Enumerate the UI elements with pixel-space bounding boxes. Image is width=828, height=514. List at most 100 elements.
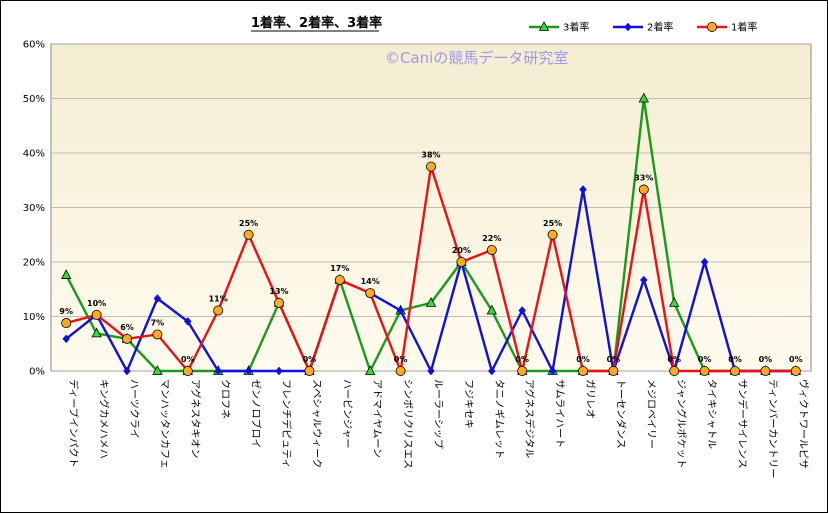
series-marker [487, 366, 496, 376]
series-marker [707, 21, 718, 32]
y-tick-label: 40% [23, 149, 45, 160]
legend-label: 3着率 [563, 21, 589, 34]
y-tick-label: 20% [23, 258, 45, 269]
series-marker [548, 366, 557, 376]
series-marker [243, 229, 254, 240]
data-label: 33% [634, 174, 653, 183]
series-marker [61, 318, 72, 329]
data-label: 0% [515, 355, 529, 364]
data-labels: 9% 10% 6% 7% 0% 11% 25% 13% 0% 17% 14% 0% 38% 20% 22% 0… [59, 151, 802, 364]
series-marker [486, 304, 497, 315]
x-tick-label: ガリレオ [584, 379, 596, 419]
x-tick-label: サンデーサイレンス [736, 379, 749, 469]
data-label: 0% [181, 355, 195, 364]
x-tick-label: フレンチデピュティ [280, 379, 293, 468]
series-marker [122, 333, 133, 344]
series-marker [244, 366, 253, 376]
series-marker [456, 256, 467, 267]
series-marker [730, 365, 741, 376]
series-marker [624, 22, 632, 32]
series-marker [153, 294, 162, 303]
data-label: 25% [239, 219, 258, 228]
x-tick-label: ディープインパクト [67, 379, 80, 468]
data-label: 6% [120, 323, 134, 332]
data-label: 0% [667, 355, 681, 364]
x-tick-label: ゼンノロブロイ [250, 379, 263, 449]
data-label: 13% [269, 287, 288, 296]
series-marker [579, 185, 587, 194]
series-marker [396, 306, 405, 315]
y-tick-label: 60% [23, 40, 45, 51]
x-tick-label: アドマイヤムーン [371, 379, 383, 458]
legend-label: 1着率 [731, 21, 757, 34]
x-tick-label: トーセンダンス [614, 379, 627, 449]
series-marker [182, 365, 193, 376]
data-label: 0% [728, 355, 742, 364]
data-label: 17% [330, 264, 349, 273]
series-marker [760, 365, 771, 376]
x-tick-label: タニノギムレット [493, 379, 505, 459]
y-tick-label: 0% [29, 367, 45, 378]
data-label: 25% [543, 219, 562, 228]
watermark-text: ©Caniの競馬データ研究室 [385, 49, 568, 67]
x-tick-label: ハービンジャー [341, 379, 353, 449]
x-tick-label: シンボリクリスエス [402, 379, 414, 469]
x-tick-label: サムライハート [554, 379, 566, 448]
x-tick-label: ティンバーカントリー [766, 379, 778, 478]
x-axis: ディープインパクト キングカメハメハ ハーツクライ マンハッタンカフェ アグネスタキオン… [67, 379, 810, 478]
y-tick-label: 10% [23, 312, 45, 323]
series-marker [62, 334, 71, 344]
series-marker [183, 317, 192, 326]
x-tick-label: スペシャルウィーク [310, 379, 322, 468]
x-tick-label: タイキシャトル [706, 379, 718, 449]
series-marker [638, 184, 649, 195]
data-label: 14% [361, 277, 380, 286]
series-marker [213, 305, 224, 316]
series-marker [790, 365, 801, 376]
x-tick-label: マンハッタンカフェ [158, 379, 170, 469]
x-tick-label: キングカメハメハ [98, 379, 111, 459]
series-marker [334, 274, 345, 285]
y-tick-label: 50% [23, 94, 45, 105]
x-tick-label: メジロベイリー [645, 379, 657, 449]
data-label: 11% [209, 295, 228, 304]
series-marker [152, 365, 163, 375]
data-label: 38% [421, 151, 440, 160]
series-marker [425, 161, 436, 172]
series-marker [578, 365, 589, 376]
series-marker [700, 257, 709, 267]
x-tick-label: ルーラーシップ [432, 379, 444, 449]
x-tick-label: クロフネ [219, 379, 231, 419]
series-marker [669, 297, 680, 307]
series-marker [365, 365, 376, 375]
x-tick-label: アグネスデジタル [523, 379, 536, 458]
series-marker [275, 366, 283, 376]
series-marker [425, 297, 437, 307]
series-marker [638, 92, 649, 103]
series-marker [427, 366, 435, 376]
x-tick-label: ヴィクトワールピサ [797, 379, 810, 469]
series-marker [214, 366, 223, 376]
data-label: 0% [698, 355, 712, 364]
series-marker [61, 269, 72, 279]
series-marker [91, 309, 102, 320]
series-marker [273, 297, 284, 308]
data-label: 22% [482, 234, 501, 243]
series-marker [669, 365, 680, 376]
data-label: 0% [789, 355, 803, 364]
series-marker [639, 275, 648, 285]
data-label: 0% [759, 355, 773, 364]
data-label: 0% [303, 355, 317, 364]
series-marker [486, 245, 497, 256]
x-tick-label: ハーツクライ [128, 379, 140, 439]
y-axis: 0% 10% 20% 30% 40% 50% 60% [23, 40, 45, 378]
data-label: 0% [394, 355, 408, 364]
x-tick-label: アグネスタキオン [189, 379, 202, 459]
series-marker [304, 365, 315, 376]
x-tick-label: ジャングルポケット [675, 379, 688, 469]
y-tick-label: 30% [23, 203, 45, 214]
series-marker [91, 327, 102, 338]
legend-label: 2着率 [647, 21, 673, 34]
